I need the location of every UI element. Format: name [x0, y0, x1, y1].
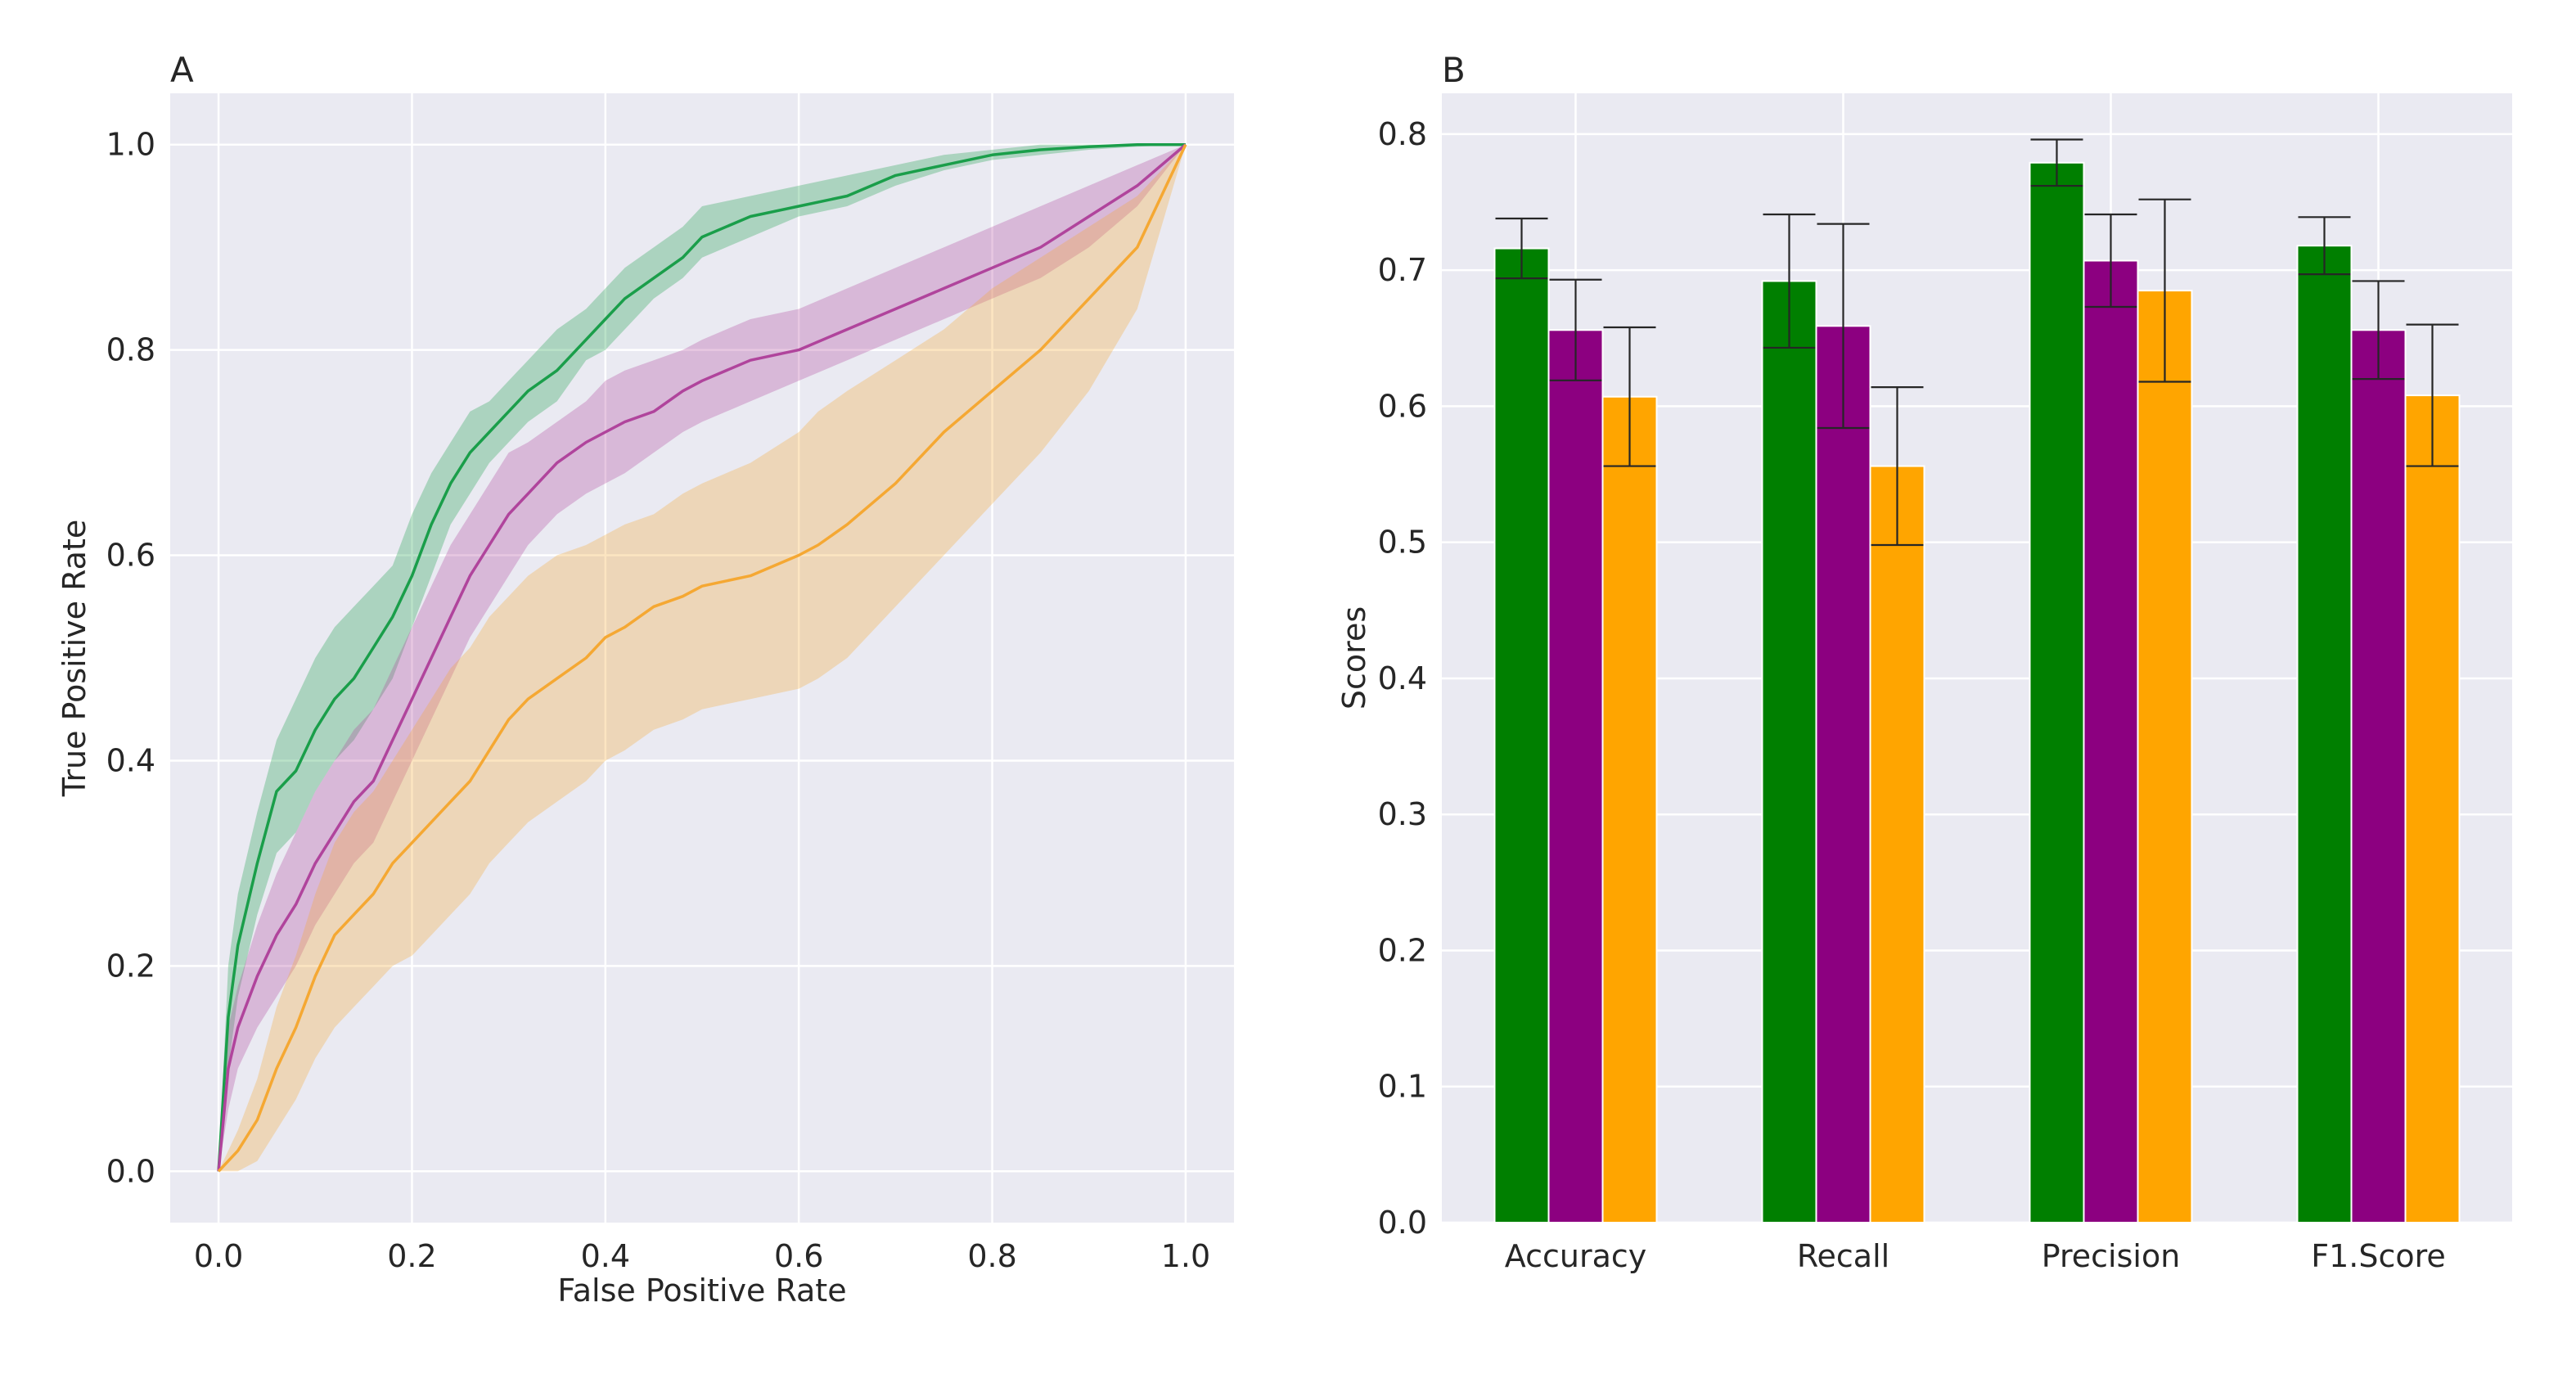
- roc-y-tick-label: 1.0: [106, 127, 155, 163]
- bar-purple-recall: [1815, 325, 1871, 1224]
- roc-y-tick-label: 0.6: [106, 538, 155, 574]
- roc-grid: [170, 93, 1234, 1223]
- roc-x-tick-label: 1.0: [1161, 1238, 1210, 1274]
- roc-y-axis-title: True Positive Rate: [56, 520, 92, 798]
- error-bar-green-f1-score: [2298, 216, 2351, 276]
- scores-y-tick-label: 0.5: [1378, 525, 1427, 561]
- roc-y-tick-label: 0.8: [106, 332, 155, 368]
- roc-x-tick-label: 0.2: [387, 1238, 436, 1274]
- scores-y-tick-label: 0.1: [1378, 1069, 1427, 1105]
- bar-green-precision: [2029, 161, 2085, 1224]
- bar-orange-f1-score: [2404, 394, 2461, 1223]
- roc-y-tick-label: 0.4: [106, 742, 155, 778]
- scores-y-tick-label: 0.0: [1378, 1205, 1427, 1241]
- error-bar-green-recall: [1763, 213, 1816, 349]
- roc-y-tick-label: 0.0: [106, 1153, 155, 1189]
- roc-x-tick-label: 0.6: [774, 1238, 823, 1274]
- error-bar-purple-precision: [2084, 213, 2137, 309]
- roc-band-purple: [218, 144, 1186, 1172]
- error-bar-purple-f1-score: [2352, 280, 2405, 381]
- error-bar-orange-accuracy: [1603, 326, 1656, 467]
- scores-bars: [1493, 161, 2461, 1224]
- scores-x-tick-label: Accuracy: [1505, 1238, 1647, 1274]
- scores-y-tick-label: 0.7: [1378, 252, 1427, 288]
- bar-green-accuracy: [1493, 247, 1550, 1224]
- bar-orange-recall: [1869, 465, 1925, 1223]
- roc-band-orange: [218, 144, 1186, 1172]
- bar-purple-f1-score: [2350, 329, 2407, 1224]
- roc-panel: 0.0 0.2 0.4 0.6 0.8 1.0 0.00.20.40.60.81.0 A …: [56, 50, 1234, 1309]
- scores-y-axis-title: Scores: [1336, 606, 1372, 710]
- scores-y-ticks: 0.0 0.1 0.2 0.3 0.4 0.5 0.6 0.7 0.8: [1378, 116, 1427, 1241]
- roc-y-ticks: 0.0 0.2 0.4 0.6 0.8 1.0: [106, 127, 155, 1190]
- roc-curve-orange: [217, 143, 1187, 1173]
- roc-x-tick-label: 0.8: [967, 1238, 1016, 1274]
- panel-label-a: A: [170, 50, 194, 90]
- error-bar-orange-precision: [2138, 198, 2191, 383]
- roc-x-axis-title: False Positive Rate: [557, 1273, 846, 1309]
- error-bar-green-accuracy: [1495, 217, 1548, 280]
- scores-y-tick-label: 0.6: [1378, 388, 1427, 424]
- error-bar-purple-recall: [1817, 223, 1870, 430]
- scores-x-tick-label: Recall: [1797, 1238, 1889, 1274]
- roc-curves: [217, 142, 1187, 1173]
- scores-x-tick-label: Precision: [2042, 1238, 2181, 1274]
- scores-x-ticks: Accuracy Recall Precision F1.Score: [1505, 1238, 2446, 1274]
- error-bar-green-precision: [2030, 138, 2083, 187]
- scores-panel: Accuracy Recall Precision F1.Score 0.00.10.…: [1336, 50, 2512, 1274]
- roc-x-tick-label: 0.4: [581, 1238, 630, 1274]
- scores-y-tick-label: 0.2: [1378, 932, 1427, 968]
- scores-x-tick-label: F1.Score: [2311, 1238, 2446, 1274]
- bar-orange-accuracy: [1601, 395, 1658, 1224]
- roc-plot-area: [170, 93, 1234, 1223]
- scores-y-tick-label: 0.3: [1378, 796, 1427, 832]
- roc-y-tick-label: 0.2: [106, 948, 155, 984]
- bar-green-recall: [1761, 280, 1817, 1223]
- error-bar-orange-recall: [1871, 386, 1924, 547]
- scores-y-tick-label: 0.8: [1378, 116, 1427, 152]
- bar-purple-precision: [2083, 259, 2139, 1224]
- roc-x-tick-label: 0.0: [194, 1238, 243, 1274]
- error-bar-orange-f1-score: [2406, 323, 2459, 467]
- bar-orange-precision: [2137, 290, 2193, 1223]
- scores-y-tick-label: 0.4: [1378, 660, 1427, 696]
- error-bar-purple-accuracy: [1549, 278, 1602, 381]
- bar-purple-accuracy: [1547, 329, 1604, 1224]
- roc-confidence-bands: [218, 144, 1186, 1172]
- roc-curve-purple: [217, 143, 1187, 1172]
- panel-label-b: B: [1442, 50, 1466, 90]
- scores-error-bars: [1495, 138, 2459, 547]
- bar-green-f1-score: [2296, 245, 2353, 1223]
- roc-curve-green: [217, 142, 1186, 1172]
- roc-x-ticks: 0.0 0.2 0.4 0.6 0.8 1.0: [194, 1238, 1210, 1274]
